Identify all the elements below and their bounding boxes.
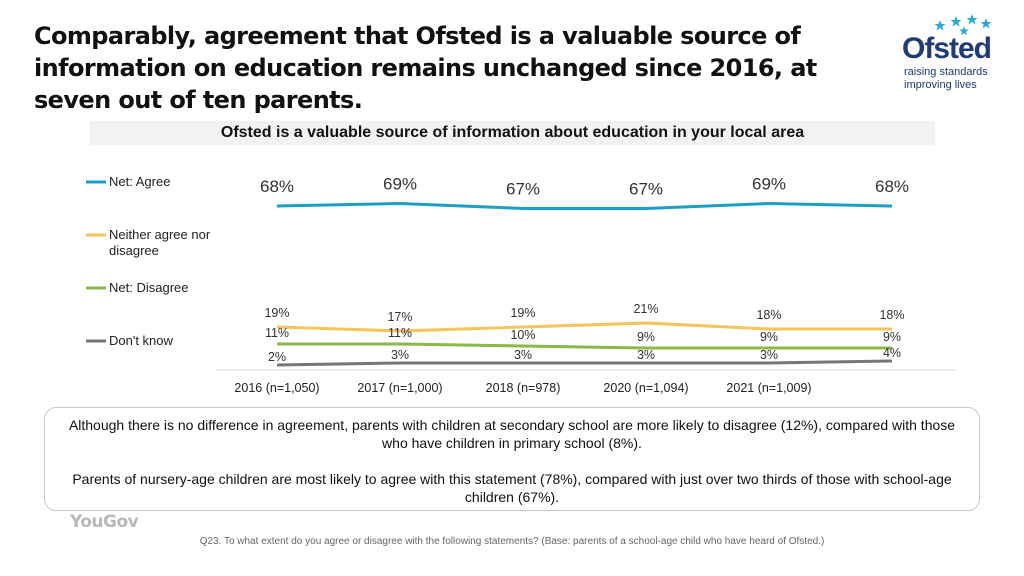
x-tick-label-1: 2017 (n=1,000) (357, 381, 442, 395)
ofsted-logo: Ofsted raising standards improving lives (896, 14, 1006, 94)
legend-label-0: Net: Agree (109, 174, 170, 189)
x-tick-label-0: 2016 (n=1,050) (234, 381, 319, 395)
legend-label-1: Neither agree nor (109, 227, 211, 242)
star-cluster-icon (934, 14, 992, 36)
legend-label-1-cont: disagree (109, 243, 159, 258)
series-line-0 (276, 202, 893, 210)
data-label-1-1: 17% (387, 310, 412, 324)
data-label-3-1: 3% (391, 348, 409, 362)
data-label-3-4: 3% (760, 348, 778, 362)
data-label-1-4: 18% (756, 308, 781, 322)
chart-title: Ofsted is a valuable source of informati… (220, 124, 805, 141)
x-tick-label-2: 2018 (n=978) (486, 381, 561, 395)
line-chart: Net: Agree 68% 69% 67% 67% 69% 68% Neither agre… (86, 174, 955, 395)
data-label-1-0: 19% (264, 306, 289, 320)
data-label-2-5: 9% (883, 330, 901, 344)
logo-tagline: raising standards improving lives (904, 66, 988, 92)
series-line-2 (277, 342, 892, 350)
x-tick-label-4: 2021 (n=1,009) (726, 381, 811, 395)
logo-wordmark: Ofsted (902, 32, 992, 65)
data-label-3-2: 3% (514, 348, 532, 362)
logo-tagline-line-2: improving lives (904, 79, 977, 91)
data-label-0-0: 68% (260, 177, 294, 196)
data-label-3-0: 2% (268, 350, 286, 364)
subtitle-band (90, 121, 935, 145)
series-line-3 (276, 359, 893, 367)
data-label-1-3: 21% (633, 302, 658, 316)
data-label-0-1: 69% (383, 175, 417, 194)
data-label-1-2: 19% (510, 306, 535, 320)
legend-label-2: Net: Disagree (109, 280, 188, 295)
notes-box: Although there is no difference in agree… (44, 407, 980, 511)
data-label-0-5: 68% (875, 177, 909, 196)
footnote: Q23. To what extent do you agree or disa… (199, 536, 825, 547)
yougov-logo: YouGov (70, 512, 139, 532)
data-label-0-2: 67% (506, 180, 540, 199)
data-label-2-0: 11% (265, 326, 289, 340)
logo-tagline-line-1: raising standards (904, 66, 988, 78)
page-headline: Comparably, agreement that Ofsted is a v… (34, 22, 817, 114)
data-label-0-3: 67% (629, 180, 663, 199)
series-line-1 (276, 321, 892, 333)
data-label-3-3: 3% (637, 348, 655, 362)
data-label-2-2: 10% (510, 328, 535, 342)
data-label-2-4: 9% (760, 330, 778, 344)
note-paragraph-2: Parents of nursery-age children are most… (72, 471, 952, 505)
x-tick-label-3: 2020 (n=1,094) (603, 381, 688, 395)
note-paragraph-1: Although there is no difference in agree… (68, 417, 956, 451)
data-label-0-4: 69% (752, 175, 786, 194)
legend-label-3: Don't know (109, 333, 174, 348)
data-label-1-5: 18% (879, 308, 904, 322)
data-label-2-3: 9% (637, 330, 655, 344)
data-label-2-1: 11% (388, 326, 412, 340)
data-label-3-5: 4% (883, 346, 901, 360)
